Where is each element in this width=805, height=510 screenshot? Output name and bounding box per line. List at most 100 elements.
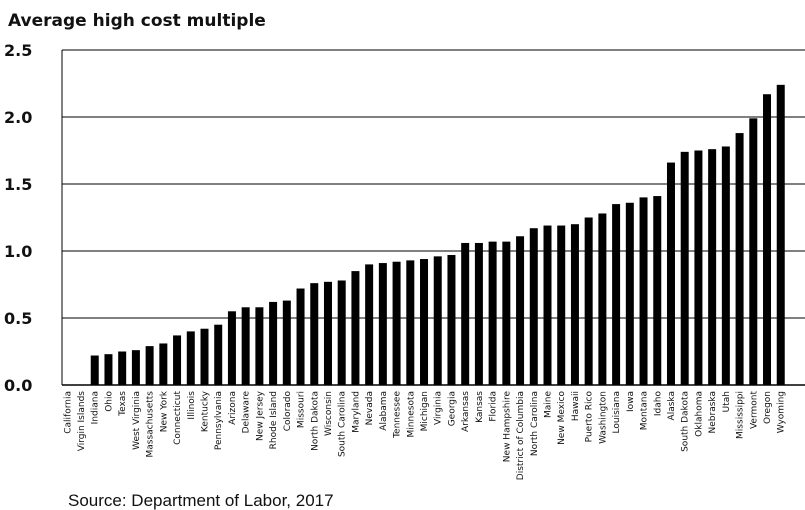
bar bbox=[296, 288, 305, 385]
bar bbox=[214, 324, 223, 385]
bar bbox=[310, 283, 319, 385]
bar bbox=[447, 255, 456, 385]
bar bbox=[749, 118, 758, 385]
bar bbox=[227, 311, 236, 385]
bar bbox=[625, 202, 634, 385]
x-tick-label: Florida bbox=[489, 391, 499, 422]
bar bbox=[241, 307, 250, 385]
y-tick-label: 0.0 bbox=[4, 376, 32, 395]
bar bbox=[557, 225, 566, 385]
y-tick-label: 1.0 bbox=[4, 242, 32, 261]
bar bbox=[104, 354, 113, 385]
bar bbox=[776, 84, 785, 385]
bar bbox=[502, 241, 511, 385]
y-tick-label: 0.5 bbox=[4, 309, 32, 328]
bars bbox=[90, 84, 785, 385]
bar bbox=[90, 355, 99, 385]
x-tick-label: Virginia bbox=[434, 391, 444, 425]
x-tick-label: Idaho bbox=[653, 391, 663, 417]
x-tick-label: Montana bbox=[640, 391, 650, 430]
x-tick-label: Nebraska bbox=[708, 391, 718, 433]
bar bbox=[118, 351, 127, 385]
x-tick-label: Illinois bbox=[187, 391, 197, 420]
x-tick-label: Wisconsin bbox=[324, 391, 334, 436]
y-tick-label: 2.5 bbox=[4, 41, 32, 60]
bar bbox=[570, 224, 579, 385]
bar bbox=[694, 150, 703, 385]
x-tick-label: Iowa bbox=[626, 391, 636, 412]
y-axis-ticks: 0.0 0.5 1.0 1.5 2.0 2.5 bbox=[4, 41, 32, 395]
bar bbox=[461, 242, 470, 385]
bar bbox=[392, 261, 401, 385]
bar bbox=[708, 149, 717, 385]
bar bbox=[282, 300, 291, 385]
x-tick-label: Missouri bbox=[297, 391, 307, 428]
bar bbox=[269, 301, 278, 385]
bar bbox=[131, 350, 140, 385]
x-tick-label: North Carolina bbox=[530, 391, 540, 456]
x-tick-label: Arizona bbox=[228, 391, 238, 425]
x-tick-label: Texas bbox=[118, 391, 128, 417]
x-tick-label: Arkansas bbox=[461, 391, 471, 432]
x-tick-label: Alabama bbox=[379, 391, 389, 431]
bar bbox=[433, 256, 442, 385]
x-tick-label: North Dakota bbox=[310, 391, 320, 451]
bar bbox=[763, 94, 772, 385]
bar bbox=[420, 259, 429, 385]
bar bbox=[584, 217, 593, 385]
x-tick-label: New Jersey bbox=[255, 390, 265, 441]
x-tick-label: Nevada bbox=[365, 391, 375, 425]
x-tick-label: South Dakota bbox=[681, 391, 691, 452]
x-tick-label: New Mexico bbox=[557, 391, 567, 445]
bar bbox=[255, 307, 264, 385]
x-tick-label: Alaska bbox=[667, 391, 677, 420]
bar bbox=[735, 133, 744, 385]
bar bbox=[365, 264, 374, 385]
source-note: Source: Department of Labor, 2017 bbox=[68, 491, 334, 510]
x-tick-label: Kentucky bbox=[201, 390, 211, 432]
x-tick-label: Rhode Island bbox=[269, 391, 279, 449]
bar bbox=[653, 196, 662, 385]
bar bbox=[186, 331, 195, 385]
bar bbox=[159, 343, 168, 385]
gridlines bbox=[62, 49, 805, 319]
x-tick-label: Maine bbox=[544, 391, 554, 418]
bar bbox=[598, 213, 607, 385]
x-tick-label: Wyoming bbox=[777, 391, 787, 433]
x-tick-label: New York bbox=[159, 390, 169, 432]
x-tick-label: Virgin Islands bbox=[77, 391, 87, 452]
x-tick-label: District of Columbia bbox=[516, 391, 526, 480]
x-tick-label: Puerto Rico bbox=[585, 391, 595, 443]
x-tick-label: Louisiana bbox=[612, 391, 622, 434]
x-tick-label: Delaware bbox=[242, 391, 252, 434]
x-tick-label: Michigan bbox=[420, 391, 430, 431]
y-tick-label: 2.0 bbox=[4, 108, 32, 127]
x-tick-label: Pennsylvania bbox=[214, 391, 224, 450]
x-tick-label: Oregon bbox=[763, 391, 773, 424]
x-tick-label: Maryland bbox=[351, 391, 361, 433]
bar bbox=[145, 346, 154, 385]
x-tick-label: California bbox=[63, 391, 73, 434]
x-axis-tick-labels: California Virgin Islands Indiana Ohio Texas… bbox=[63, 390, 786, 480]
bar bbox=[516, 236, 525, 385]
x-tick-label: Kansas bbox=[475, 391, 485, 423]
y-tick-label: 1.5 bbox=[4, 175, 32, 194]
bar bbox=[543, 225, 552, 385]
bar bbox=[200, 328, 209, 385]
bar bbox=[529, 228, 538, 385]
bar bbox=[474, 242, 483, 385]
x-tick-label: Georgia bbox=[447, 391, 457, 426]
bar bbox=[351, 271, 360, 385]
x-tick-label: Vermont bbox=[749, 391, 759, 430]
x-tick-label: Oklahoma bbox=[694, 391, 704, 437]
x-tick-label: New Hampshire bbox=[502, 391, 512, 463]
x-tick-label: Colorado bbox=[283, 391, 293, 432]
chart-title: Average high cost multiple bbox=[8, 11, 266, 31]
x-tick-label: Tennessee bbox=[393, 391, 403, 439]
x-tick-label: Massachusetts bbox=[146, 391, 156, 458]
bar bbox=[337, 280, 346, 385]
x-tick-label: Utah bbox=[722, 391, 732, 412]
bar bbox=[323, 281, 332, 385]
bar bbox=[378, 263, 387, 385]
